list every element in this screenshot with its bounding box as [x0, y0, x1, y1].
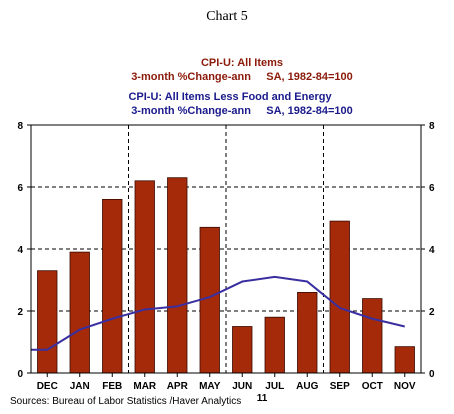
y-axis-right: 0 2 4 6 8: [421, 121, 435, 380]
grid: [31, 125, 421, 373]
bar-jun: [232, 326, 253, 374]
x-tick-label-oct: OCT: [362, 381, 383, 392]
core-cpi-line: [31, 275, 405, 351]
bars: [37, 177, 415, 374]
bar-may: [199, 226, 220, 374]
x-tick-label-aug: AUG: [296, 381, 318, 392]
y-tick-label-left: 2: [17, 307, 23, 318]
core-cpi-line-path: [31, 275, 405, 351]
bar-feb: [102, 198, 123, 374]
source-note: Sources: Bureau of Labor Statistics /Hav…: [10, 396, 241, 407]
y-tick-label-right: 2: [429, 307, 435, 318]
bar-aug: [297, 291, 318, 374]
y-tick-label-right: 8: [429, 121, 435, 132]
y-tick-label-left: 6: [17, 183, 23, 194]
x-tick-label-sep: SEP: [330, 381, 350, 392]
series2-legend-line1: CPI-U: All Items Less Food and Energy: [128, 91, 332, 103]
bar-jan: [69, 251, 90, 374]
bar-jul: [264, 316, 285, 374]
y-axis-left: 0 2 4 6 8: [17, 121, 31, 380]
y-tick-label-left: 4: [17, 245, 23, 256]
year-label: 11: [257, 393, 268, 404]
bar-sep: [329, 220, 350, 374]
x-tick-label-mar: MAR: [133, 381, 157, 392]
bar-dec: [37, 270, 58, 374]
x-axis: DEC JAN FEB MAR APR MAY JUN JUL AUG SEP OCT NOV: [37, 373, 416, 392]
x-tick-label-dec: DEC: [37, 381, 58, 392]
x-tick-label-jun: JUN: [232, 381, 252, 392]
y-tick-label-right: 4: [429, 245, 435, 256]
y-tick-label-left: 0: [17, 369, 23, 380]
series2-legend-line2: 3-month %Change-ann SA, 1982-84=100: [131, 105, 353, 117]
x-tick-label-jan: JAN: [70, 381, 90, 392]
bar-nov: [394, 346, 415, 374]
series1-legend-line1: CPI-U: All Items: [201, 57, 283, 69]
x-tick-label-jul: JUL: [265, 381, 284, 392]
x-tick-label-may: MAY: [199, 381, 221, 392]
bar-oct: [362, 298, 383, 374]
y-tick-label-left: 8: [17, 121, 23, 132]
series1-legend-line2: 3-month %Change-ann SA, 1982-84=100: [131, 71, 353, 83]
x-tick-label-nov: NOV: [394, 381, 416, 392]
x-tick-label-feb: FEB: [102, 381, 122, 392]
bar-apr: [167, 177, 188, 374]
y-tick-label-right: 6: [429, 183, 435, 194]
bar-mar: [134, 180, 155, 374]
y-tick-label-right: 0: [429, 369, 435, 380]
x-tick-label-apr: APR: [167, 381, 189, 392]
chart-title: Chart 5: [206, 9, 248, 24]
